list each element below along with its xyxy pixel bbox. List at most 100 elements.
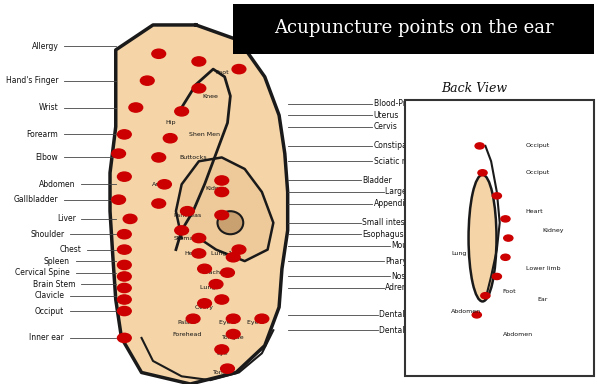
Circle shape [504,235,513,241]
Circle shape [118,283,131,293]
Circle shape [221,268,235,277]
Circle shape [118,245,131,254]
Circle shape [118,306,131,316]
Text: Appendix: Appendix [374,199,410,208]
Circle shape [152,199,166,208]
Text: Overy: Overy [195,305,214,310]
Text: Eye: Eye [216,351,227,356]
Circle shape [492,273,502,280]
Ellipse shape [469,175,496,301]
Text: Occiput: Occiput [526,143,550,149]
Text: Shen Men: Shen Men [189,132,220,137]
Circle shape [232,65,246,74]
Text: Heart: Heart [184,251,202,256]
Text: Lung: Lung [451,251,466,256]
Text: Occiput: Occiput [526,170,550,175]
Text: Forehead: Forehead [173,331,202,337]
Circle shape [192,233,206,243]
Text: Pharynx: Pharynx [385,257,416,266]
Circle shape [215,345,229,354]
Text: Blood-Pressure Pt: Blood-Pressure Pt [374,99,441,108]
Circle shape [163,134,177,143]
Text: Adrenal: Adrenal [385,283,415,293]
Circle shape [215,176,229,185]
Text: Abdomen: Abdomen [503,331,533,337]
Circle shape [192,249,206,258]
Text: Tongue: Tongue [222,335,245,341]
Text: Acupuncture points on the ear: Acupuncture points on the ear [274,19,554,36]
FancyBboxPatch shape [233,4,594,54]
Circle shape [118,272,131,281]
Circle shape [118,333,131,343]
Text: Eye 1: Eye 1 [247,320,265,325]
Circle shape [215,295,229,304]
Text: Heart: Heart [526,209,543,214]
Text: Buttocks: Buttocks [179,155,207,160]
Bar [405,100,594,376]
Text: Palate: Palate [178,320,197,325]
Text: Shoulder: Shoulder [30,230,64,239]
Circle shape [215,187,229,197]
Text: Inner ear: Inner ear [29,333,64,343]
Text: Trachea: Trachea [203,270,229,275]
Text: Hip: Hip [165,120,175,126]
Circle shape [209,280,223,289]
Text: Chest: Chest [59,245,82,254]
Text: Abdomen: Abdomen [39,180,76,189]
Text: Gallbladder: Gallbladder [14,195,58,204]
Circle shape [129,103,143,112]
Text: Clavicle: Clavicle [34,291,64,300]
Text: Small intestine: Small intestine [362,218,419,227]
Circle shape [118,295,131,304]
Circle shape [198,264,211,273]
Ellipse shape [217,211,243,234]
Circle shape [198,299,211,308]
Text: Spleen: Spleen [44,257,70,266]
Text: Uterus: Uterus [374,111,399,120]
Text: Wrist: Wrist [38,103,58,112]
Circle shape [186,314,200,323]
Circle shape [192,57,206,66]
Text: Elbow: Elbow [35,153,58,162]
Text: Arm: Arm [152,182,165,187]
Text: Lung 2: Lung 2 [200,285,221,291]
Text: Allergy: Allergy [32,41,58,51]
Circle shape [158,180,172,189]
Text: Knee: Knee [202,93,218,99]
Text: Bladder: Bladder [362,176,392,185]
Circle shape [112,195,125,204]
Circle shape [118,130,131,139]
Text: Foot: Foot [215,70,229,76]
Text: Nose: Nose [391,272,410,281]
Text: Hand's Finger: Hand's Finger [6,76,58,85]
Text: Back View: Back View [441,82,507,95]
Text: Brain Stem: Brain Stem [33,280,76,289]
Text: Kidney: Kidney [205,185,227,191]
Circle shape [492,193,502,199]
Circle shape [175,226,188,235]
Text: Abdomen: Abdomen [451,308,481,314]
Circle shape [123,214,137,223]
Circle shape [481,293,490,299]
Text: Stomach: Stomach [173,235,201,241]
Circle shape [215,210,229,220]
Circle shape [226,314,240,323]
Circle shape [221,364,235,373]
Circle shape [192,84,206,93]
Circle shape [152,153,166,162]
Circle shape [175,107,188,116]
Text: Pancreas: Pancreas [173,212,202,218]
Circle shape [112,149,125,158]
Text: Eye 2: Eye 2 [219,320,236,325]
Text: Foot: Foot [503,289,516,295]
Text: Kidney: Kidney [542,228,564,233]
Circle shape [501,216,510,222]
Circle shape [226,329,240,339]
Text: Esophagus: Esophagus [362,230,404,239]
Circle shape [472,312,481,318]
Circle shape [232,245,246,254]
Circle shape [255,314,269,323]
Text: Constipation: Constipation [374,141,422,151]
Circle shape [181,207,194,216]
Circle shape [501,254,510,260]
